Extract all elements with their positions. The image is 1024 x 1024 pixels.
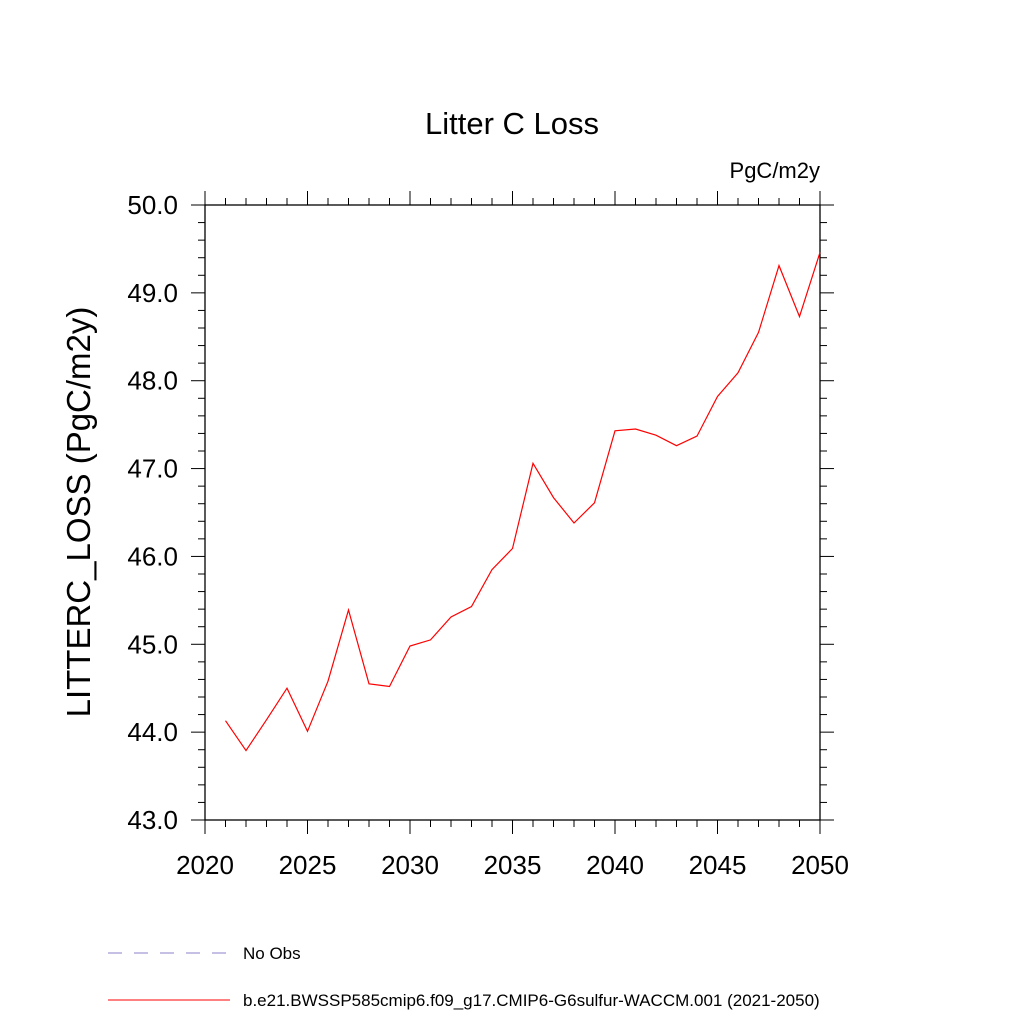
tick-marks xyxy=(191,191,834,834)
x-tick-label: 2035 xyxy=(484,850,542,880)
y-tick-label: 46.0 xyxy=(127,541,178,571)
x-tick-label: 2025 xyxy=(279,850,337,880)
y-tick-label: 45.0 xyxy=(127,629,178,659)
y-tick-label: 50.0 xyxy=(127,190,178,220)
x-tick-labels: 2020 2025 2030 2035 2040 2045 2050 xyxy=(176,850,849,880)
x-tick-label: 2045 xyxy=(689,850,747,880)
legend: No Obs b.e21.BWSSP585cmip6.f09_g17.CMIP6… xyxy=(108,944,820,1010)
chart-title: Litter C Loss xyxy=(425,106,599,141)
x-tick-label: 2020 xyxy=(176,850,234,880)
y-axis-label: LITTERC_LOSS (PgC/m2y) xyxy=(60,307,97,718)
x-tick-label: 2040 xyxy=(586,850,644,880)
plot-frame xyxy=(204,204,821,821)
series-layer xyxy=(225,252,821,752)
y-tick-label: 44.0 xyxy=(127,717,178,747)
y-tick-label: 48.0 xyxy=(127,366,178,396)
legend-label-model: b.e21.BWSSP585cmip6.f09_g17.CMIP6-G6sulf… xyxy=(243,991,820,1010)
y-tick-label: 43.0 xyxy=(127,805,178,835)
x-tick-label: 2050 xyxy=(791,850,849,880)
x-tick-label: 2030 xyxy=(381,850,439,880)
legend-label-no-obs: No Obs xyxy=(243,944,301,963)
series-line xyxy=(225,252,821,752)
y-tick-label: 47.0 xyxy=(127,454,178,484)
units-label: PgC/m2y xyxy=(730,158,820,183)
y-tick-labels: 43.0 44.0 45.0 46.0 47.0 48.0 49.0 50.0 xyxy=(127,190,178,835)
y-tick-label: 49.0 xyxy=(127,278,178,308)
